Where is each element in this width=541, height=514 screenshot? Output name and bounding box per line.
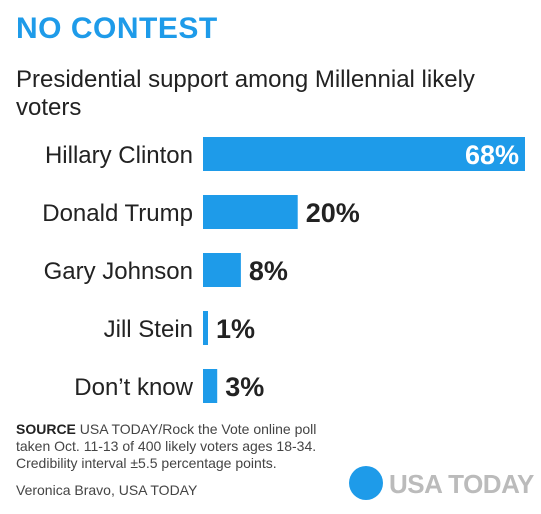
logo-text: USA TODAY — [389, 469, 534, 499]
source-label: SOURCE — [16, 421, 76, 437]
value-label: 1% — [216, 314, 255, 344]
value-label: 8% — [249, 256, 288, 286]
source-note: SOURCE USA TODAY/Rock the Vote online po… — [16, 421, 346, 472]
chart-title: Presidential support among Millennial li… — [16, 66, 475, 121]
bar — [203, 137, 525, 171]
bar-chart: Hillary Clinton 68% Donald Trump 20% Gary Jo… — [42, 137, 525, 403]
headline: NO CONTEST — [16, 12, 218, 45]
value-label: 3% — [225, 372, 264, 402]
credit: Veronica Bravo, USA TODAY — [16, 482, 198, 498]
bar — [203, 369, 218, 403]
value-label: 68% — [465, 140, 519, 170]
bar — [203, 311, 208, 345]
category-label: Gary Johnson — [44, 258, 193, 285]
category-label: Donald Trump — [42, 200, 193, 227]
category-label: Hillary Clinton — [45, 142, 193, 169]
source-text: USA TODAY/Rock the Vote online poll take… — [16, 421, 317, 471]
bar — [203, 195, 298, 229]
logo-dot-icon — [349, 466, 383, 500]
category-label: Don’t know — [74, 374, 193, 401]
category-label: Jill Stein — [104, 316, 193, 343]
value-label: 20% — [306, 198, 360, 228]
bar — [203, 253, 241, 287]
